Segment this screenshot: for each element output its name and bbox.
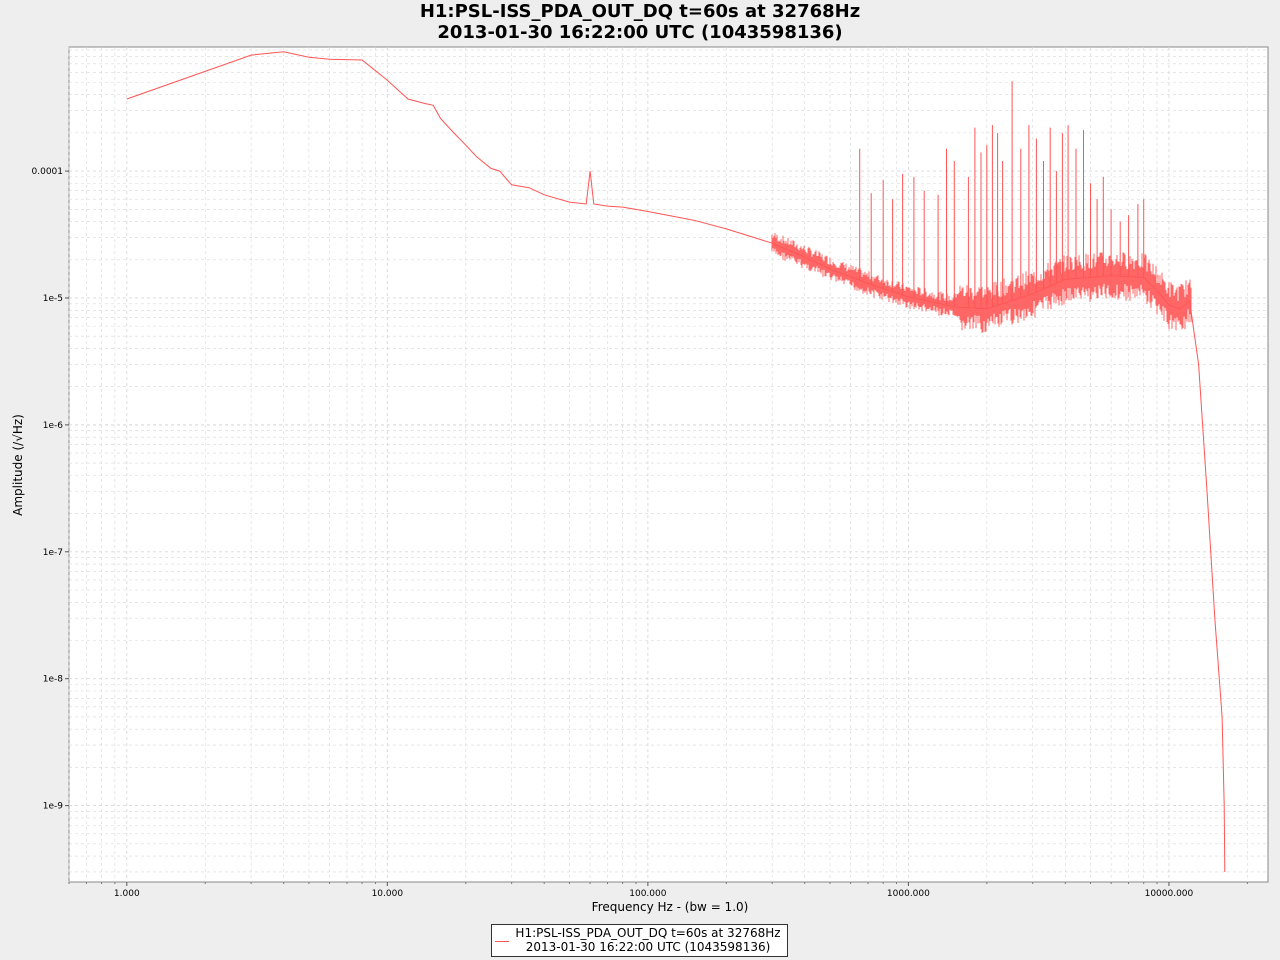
legend-entry-line-2: 2013-01-30 16:22:00 UTC (1043598136) [525, 940, 771, 954]
x-tick-label: 10.000 [372, 889, 404, 899]
y-tick-label: 1e-5 [43, 294, 63, 304]
legend-entry: H1:PSL-ISS_PDA_OUT_DQ t=60s at 32768Hz 2… [512, 926, 784, 954]
y-axis-label: Amplitude (/√Hz) [11, 414, 25, 516]
chart-title-line-1: H1:PSL-ISS_PDA_OUT_DQ t=60s at 32768Hz [419, 1, 861, 22]
legend-entry-line-1: H1:PSL-ISS_PDA_OUT_DQ t=60s at 32768Hz [515, 926, 781, 940]
series-group [126, 51, 1226, 873]
chart-title-line-2: 2013-01-30 16:22:00 UTC (1043598136) [437, 22, 843, 43]
axis-ticks: 1.000 10.000 100.000 1000.000 10000.000 0.000… [32, 167, 1248, 899]
x-tick-label: 100.000 [629, 889, 666, 899]
chart-title: H1:PSL-ISS_PDA_OUT_DQ t=60s at 32768Hz 2… [0, 1, 1280, 43]
x-tick-label: 1000.000 [887, 889, 930, 899]
x-tick-label: 1.000 [114, 889, 140, 899]
series-noise-band [771, 233, 1192, 333]
x-axis-label: Frequency Hz - (bw = 1.0) [591, 900, 749, 914]
y-tick-label: 1e-6 [43, 421, 64, 431]
plot-area [68, 46, 1269, 883]
grid-lines [68, 47, 1268, 882]
y-tick-label: 0.0001 [32, 167, 64, 177]
y-tick-label: 1e-8 [43, 675, 64, 685]
legend: H1:PSL-ISS_PDA_OUT_DQ t=60s at 32768Hz 2… [491, 924, 788, 957]
y-tick-label: 1e-7 [43, 548, 63, 558]
x-tick-label: 10000.000 [1145, 889, 1194, 899]
y-tick-label: 1e-9 [43, 802, 64, 812]
legend-swatch [495, 941, 509, 942]
